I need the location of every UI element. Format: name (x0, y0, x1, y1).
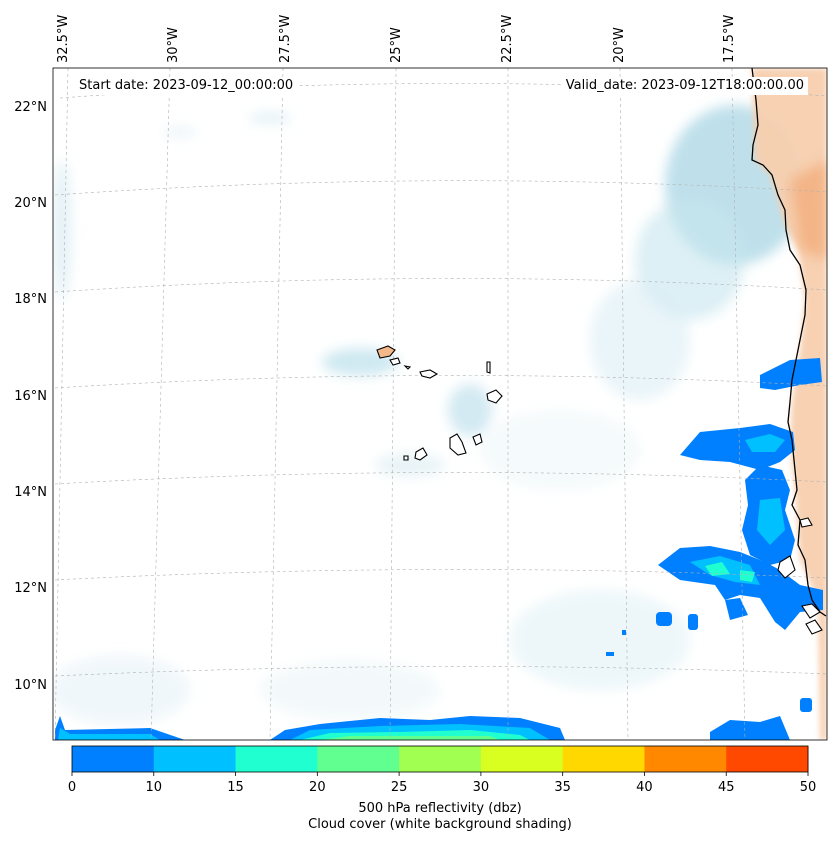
colorbar-title: 500 hPa reflectivity (dbz) (358, 801, 522, 816)
lon-label: 27.5°W (278, 15, 293, 63)
lat-label: 20°N (14, 196, 47, 211)
colorbar-swatch (480, 746, 564, 772)
colorbar-swatch (317, 746, 400, 772)
lat-label: 14°N (14, 485, 47, 500)
valid-date-label: Valid_date: 2023-09-12T18:00:00.00 (561, 77, 808, 95)
colorbar-tick-label: 30 (473, 780, 490, 795)
colorbar-swatch (726, 746, 809, 772)
colorbar-swatch (72, 746, 155, 772)
lon-label: 25°W (389, 27, 404, 63)
colorbar-swatch (153, 746, 237, 772)
colorbar-tick-label: 15 (227, 780, 244, 795)
gridlines (54, 68, 827, 740)
land-shading (752, 68, 827, 740)
lat-label: 16°N (14, 389, 47, 404)
lon-label: 30°W (166, 27, 181, 63)
colorbar-swatch (562, 746, 645, 772)
map-frame (52, 67, 828, 741)
colorbar-tick-label: 35 (554, 780, 571, 795)
reflectivity-patches (55, 358, 823, 740)
colorbar-tick-label: 0 (68, 780, 76, 795)
colorbar-frame (71, 745, 809, 773)
coastline (751, 68, 827, 617)
colorbar-tick-label: 45 (718, 780, 735, 795)
colorbar-tick-label: 20 (309, 780, 326, 795)
longitude-labels: 32.5°W 30°W 27.5°W 25°W 22.5°W 20°W 17.5… (56, 15, 737, 63)
lon-label: 22.5°W (500, 15, 515, 63)
lat-label: 18°N (14, 292, 47, 307)
lat-label: 12°N (14, 581, 47, 596)
colorbar-swatch (399, 746, 482, 772)
latitude-labels: 22°N 20°N 18°N 16°N 14°N 12°N 10°N (14, 100, 47, 693)
start-date-label: Start date: 2023-09-12_00:00:00 (75, 77, 298, 95)
colorbar-swatch (644, 746, 727, 772)
colorbar-tick-label: 10 (146, 780, 163, 795)
lat-label: 10°N (14, 678, 47, 693)
colorbar-subtitle: Cloud cover (white background shading) (308, 817, 572, 832)
lat-label: 22°N (14, 100, 47, 115)
lon-label: 20°W (612, 27, 627, 63)
cape-verde-islands (376, 345, 823, 635)
colorbar-tick-label: 40 (636, 780, 653, 795)
lon-label: 32.5°W (56, 15, 71, 63)
colorbar-tick-label: 25 (391, 780, 408, 795)
lon-label: 17.5°W (722, 15, 737, 63)
colorbar-tick-label: 50 (800, 780, 817, 795)
colorbar-swatch (235, 746, 318, 772)
colorbar: 0 10 15 20 25 30 35 40 45 50 (68, 745, 817, 795)
